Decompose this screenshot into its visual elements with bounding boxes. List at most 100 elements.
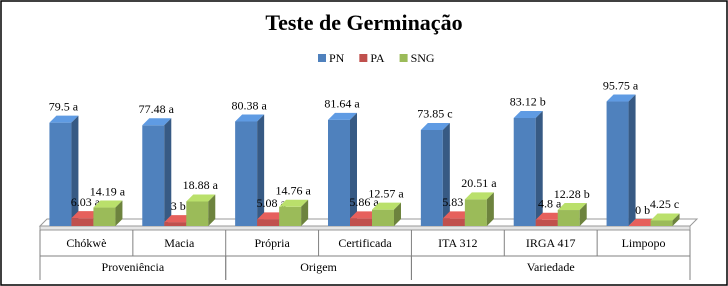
bar-top (257, 212, 287, 220)
x-tick-label: IRGA 417 (526, 236, 576, 250)
value-label: 77.48 a (139, 102, 175, 116)
bar-front (186, 201, 209, 226)
bar-side (442, 122, 450, 226)
bar-front (350, 218, 372, 226)
value-label: 12.57 a (368, 186, 404, 200)
bar-top (142, 118, 172, 126)
bar-top (442, 211, 472, 219)
bar-front (71, 218, 94, 226)
x-tick-label: Macia (164, 236, 195, 250)
chart-title: Teste de Germinação (265, 10, 462, 35)
bar-top (535, 212, 565, 220)
bar-top (372, 202, 401, 210)
bar-side (486, 192, 494, 226)
value-label: 4.25 c (650, 197, 679, 211)
value-label: 5.08 a (256, 196, 286, 210)
x-tick-label: ITA 312 (438, 236, 477, 250)
bar (557, 203, 587, 226)
value-label: 0 b (635, 203, 650, 217)
bar-side (628, 94, 636, 227)
x-tick-label: Chókwè (66, 236, 106, 250)
bar-front (164, 222, 187, 226)
bar-front (650, 220, 673, 226)
legend-label: PA (370, 51, 385, 65)
x-tick-label: Própria (254, 236, 290, 250)
bar-top (279, 199, 309, 207)
legend-label: PN (329, 51, 345, 65)
bar (464, 192, 494, 226)
bar-front (372, 209, 394, 226)
value-label: 18.88 a (183, 178, 219, 192)
bar-front (513, 117, 536, 226)
bar-top (328, 112, 357, 120)
bar-side (208, 194, 216, 226)
bar-front (557, 210, 580, 226)
value-label: 81.64 a (324, 97, 360, 111)
bar-side (301, 199, 309, 226)
bar-top (235, 114, 265, 122)
bar-side (579, 203, 587, 226)
bar-top (557, 203, 587, 211)
bar (628, 219, 658, 226)
x-tick-label: Limpopo (622, 236, 666, 250)
group-label: Proveniência (102, 260, 165, 274)
value-label: 6.03 a (71, 195, 101, 209)
bar-front (328, 119, 350, 226)
legend-swatch (399, 54, 408, 62)
value-label: 5.83 a (442, 195, 472, 209)
bar (513, 110, 543, 226)
bar-top (350, 211, 379, 219)
bar-side (535, 110, 543, 226)
bar-front (420, 129, 443, 226)
bar-top (606, 94, 636, 102)
bar (49, 115, 79, 226)
bar-front (49, 122, 72, 226)
bar-top (164, 215, 194, 223)
bar-front (235, 121, 258, 226)
value-label: 73.85 c (417, 107, 452, 121)
value-label: 83.12 b (510, 95, 546, 109)
value-label: 5.86 a (349, 195, 379, 209)
bar-front (257, 219, 280, 226)
legend-swatch (359, 54, 368, 62)
value-label: 12.28 b (554, 187, 590, 201)
value-label: 3 b (171, 199, 186, 213)
group-label: Origem (300, 260, 337, 274)
bar-side (115, 200, 123, 226)
bar (606, 94, 636, 227)
bar (235, 114, 265, 226)
bar-front (279, 206, 302, 226)
bar (372, 202, 401, 226)
bar-front (464, 199, 487, 226)
bar-front (606, 101, 629, 226)
value-label: 14.76 a (275, 184, 311, 198)
bar-top (464, 192, 494, 200)
bar-side (394, 202, 401, 226)
floor-front (39, 225, 691, 231)
bar-front (442, 218, 465, 226)
bar-top (513, 110, 543, 118)
bar (650, 213, 680, 226)
bar-front (93, 207, 116, 226)
bar-side (350, 112, 357, 226)
bar-top (49, 115, 79, 123)
group-label: Variedade (527, 260, 575, 274)
bar (279, 199, 309, 226)
bar-side (164, 118, 172, 226)
bar-top (628, 219, 658, 226)
value-label: 14.19 a (90, 184, 126, 198)
bar-side (257, 114, 265, 226)
bar-side (672, 213, 680, 226)
bar (186, 194, 216, 226)
x-tick-label: Certificada (338, 236, 392, 250)
bar-top (650, 213, 680, 221)
value-label: 4.8 a (538, 197, 562, 211)
bar-top (93, 200, 123, 208)
value-label: 95.75 a (603, 78, 639, 92)
bar-front (535, 219, 558, 226)
bar-front (142, 125, 165, 226)
bar-top (420, 122, 450, 130)
